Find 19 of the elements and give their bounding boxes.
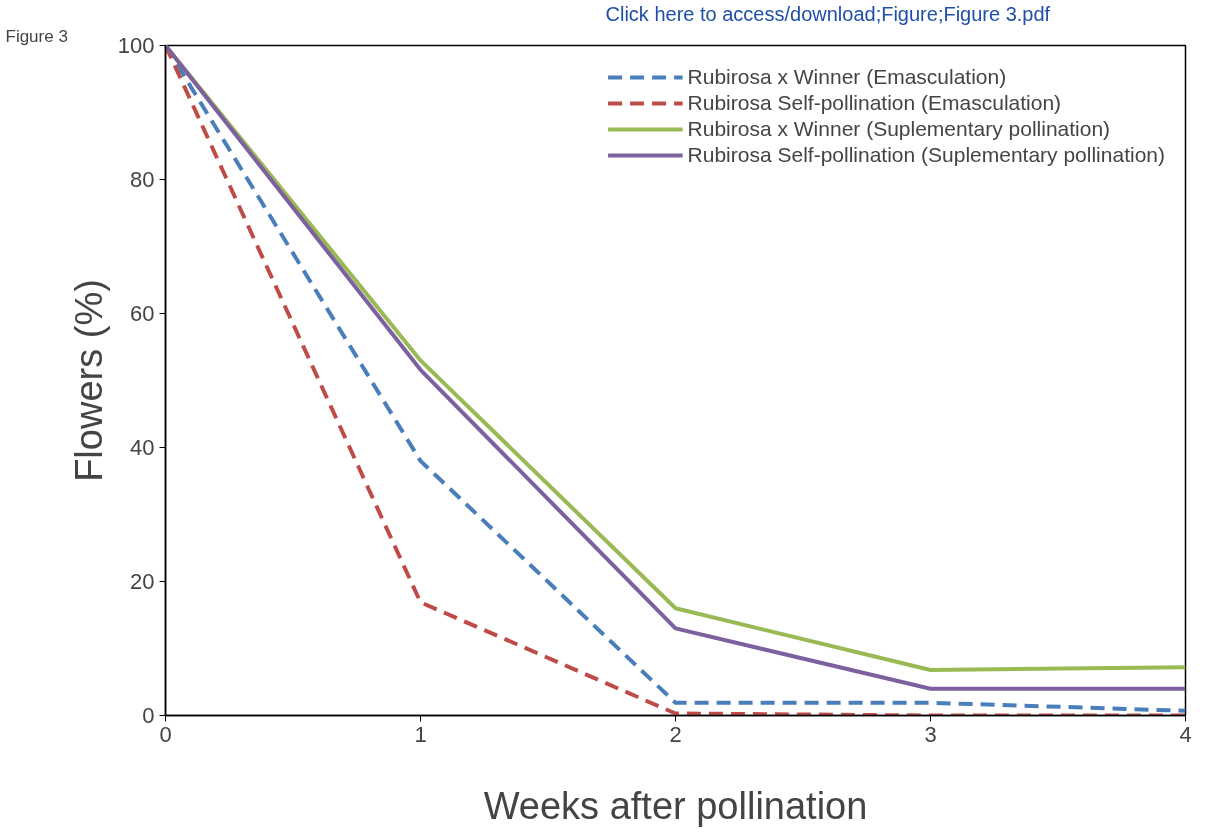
y-tick-label: 60	[130, 301, 155, 326]
x-axis-title: Weeks after pollination	[483, 784, 868, 827]
caption: Figure 3	[5, 26, 68, 46]
legend-label: Rubirosa x Winner (Suplementary pollination)	[687, 117, 1111, 141]
y-axis-title: Flowers (%)	[67, 279, 110, 482]
y-tick-label: 100	[117, 33, 155, 58]
x-tick-label: 4	[1179, 721, 1192, 747]
x-tick-label: 0	[159, 721, 172, 747]
x-tick-label: 3	[924, 721, 937, 747]
y-tick-label: 0	[142, 703, 155, 728]
y-tick-label: 20	[130, 569, 155, 594]
y-tick-label: 80	[130, 167, 155, 192]
text: Click here to access/download;Figure;Figure 3.pdf	[605, 2, 1051, 25]
x-tick-label: 2	[669, 721, 682, 747]
x-tick-label: 1	[414, 721, 427, 747]
legend-label: Rubirosa x Winner (Emasculation)	[687, 65, 1007, 89]
y-tick-label: 40	[130, 435, 155, 460]
legend-label: Rubirosa Self-pollination (Suplementary pollination)	[687, 143, 1165, 167]
legend-label: Rubirosa Self-pollination (Emasculation)	[687, 91, 1062, 115]
